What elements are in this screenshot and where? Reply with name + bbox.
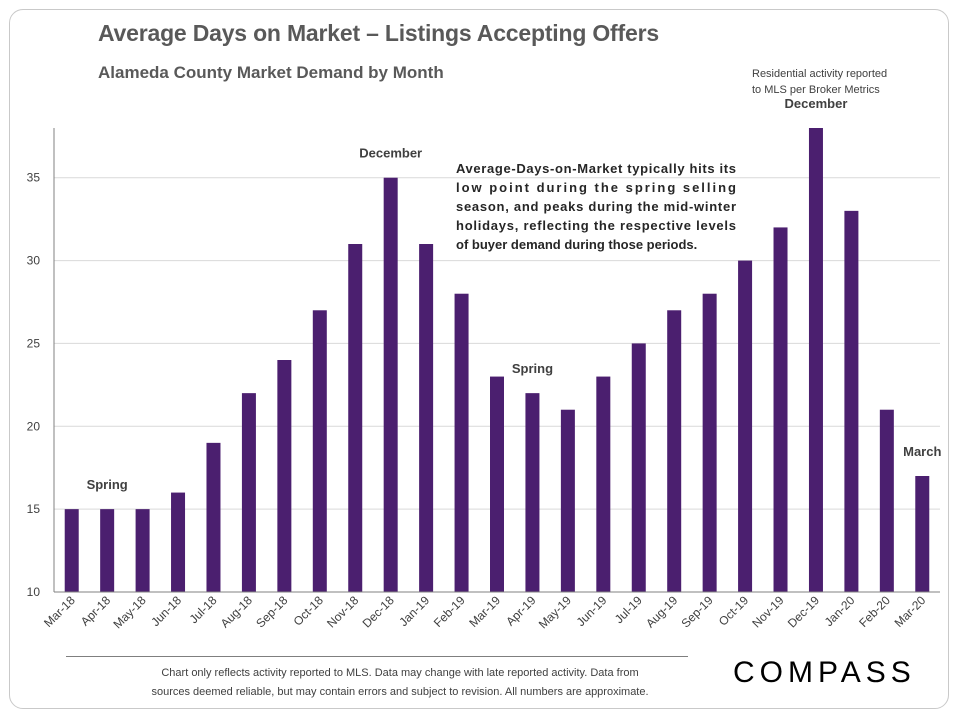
bar-jul-18: [206, 442, 221, 592]
source-note-line-1: Residential activity reported: [752, 68, 888, 80]
bar-feb-20: [879, 409, 894, 592]
bar-mar-19: [490, 376, 504, 592]
disclaimer-line-1: Chart only reflects activity reported to…: [161, 667, 639, 679]
x-tick-label: Oct-18: [291, 593, 327, 629]
x-tick-label: Aug-18: [218, 593, 255, 630]
compass-logo: COMPASS: [733, 656, 916, 689]
x-tick-label: Oct-19: [716, 593, 752, 629]
chart-title: Average Days on Market – Listings Accept…: [98, 20, 659, 46]
bar-sep-18: [277, 360, 292, 592]
bar-mar-20: [915, 476, 930, 592]
x-tick-label: Sep-18: [253, 593, 290, 630]
x-tick-label: Dec-18: [360, 593, 397, 630]
bar-apr-18: [100, 509, 115, 592]
bar-mar-18: [64, 509, 79, 592]
bar-aug-18: [241, 393, 256, 592]
bar-jan-19: [419, 244, 434, 592]
bar-jun-18: [171, 492, 186, 592]
bar-apr-19: [525, 393, 540, 592]
annotation-label: March: [903, 444, 941, 459]
bar-dec-19: [808, 128, 823, 592]
y-tick-label: 10: [27, 585, 41, 599]
bar-oct-18: [312, 310, 327, 592]
bar-sep-19: [702, 293, 717, 592]
footer-divider: [66, 656, 688, 657]
bar-dec-18: [383, 177, 398, 592]
y-tick-label: 35: [27, 171, 41, 185]
y-tick-label: 30: [27, 254, 41, 268]
note-line: low point during the spring selling: [456, 180, 736, 195]
x-tick-label: Nov-19: [749, 593, 786, 630]
x-tick-label: Aug-19: [643, 593, 680, 630]
bar-may-19: [560, 409, 575, 592]
bar-nov-18: [348, 244, 363, 592]
x-tick-label: Jan-19: [396, 593, 432, 629]
note-line: Average-Days-on-Market typically hits it…: [456, 161, 736, 176]
annotation-label: Spring: [512, 361, 553, 376]
x-tick-label: Nov-18: [324, 593, 361, 630]
x-tick-label: Mar-20: [892, 593, 929, 630]
y-tick-labels: 10 15 20 25 30 35: [27, 171, 41, 599]
y-tick-label: 25: [27, 336, 41, 350]
x-tick-label: May-19: [536, 593, 574, 631]
y-tick-label: 20: [27, 419, 41, 433]
bar-jun-19: [596, 376, 611, 592]
x-tick-label: Jun-18: [148, 593, 184, 629]
bar-jul-19: [631, 343, 646, 592]
note-line: of buyer demand during those periods.: [456, 237, 697, 252]
bar-nov-19: [773, 227, 788, 592]
x-tick-label: Apr-18: [78, 593, 114, 629]
footer-disclaimer: Chart only reflects activity reported to…: [80, 664, 720, 702]
axes: [53, 128, 940, 593]
source-note: Residential activity reported to MLS per…: [752, 66, 932, 98]
annotations: Spring December Spring December March: [87, 96, 942, 492]
chart-subtitle: Alameda County Market Demand by Month: [98, 63, 444, 82]
annotation-label: December: [785, 96, 848, 111]
bar-jan-20: [844, 210, 859, 592]
x-tick-label: Jul-18: [187, 593, 220, 626]
bars: [64, 128, 930, 592]
x-tick-label: Apr-19: [503, 593, 539, 629]
y-tick-label: 15: [27, 502, 41, 516]
note-line: holidays, reflecting the respective leve…: [456, 218, 736, 233]
commentary-note: Average-Days-on-Market typically hits it…: [456, 161, 736, 252]
x-tick-label: Jun-19: [574, 593, 610, 629]
bar-may-18: [135, 509, 150, 592]
x-tick-label: Feb-19: [431, 593, 468, 630]
x-tick-label: Jul-19: [612, 593, 645, 626]
x-tick-label: Sep-19: [678, 593, 715, 630]
annotation-label: December: [359, 146, 422, 161]
bar-aug-19: [667, 310, 682, 592]
bar-oct-19: [738, 260, 753, 592]
x-tick-label: Mar-19: [466, 593, 503, 630]
x-tick-label: May-18: [111, 593, 149, 631]
x-tick-label: Dec-19: [785, 593, 822, 630]
disclaimer-line-2: sources deemed reliable, but may contain…: [151, 686, 649, 698]
note-line: season, and peaks during the mid-winter: [456, 199, 736, 214]
bar-feb-19: [454, 293, 469, 592]
x-tick-label: Feb-20: [856, 593, 893, 630]
x-tick-label: Jan-20: [822, 593, 858, 629]
source-note-line-2: to MLS per Broker Metrics: [752, 84, 880, 96]
annotation-label: Spring: [87, 477, 128, 492]
x-tick-label: Mar-18: [41, 593, 78, 630]
